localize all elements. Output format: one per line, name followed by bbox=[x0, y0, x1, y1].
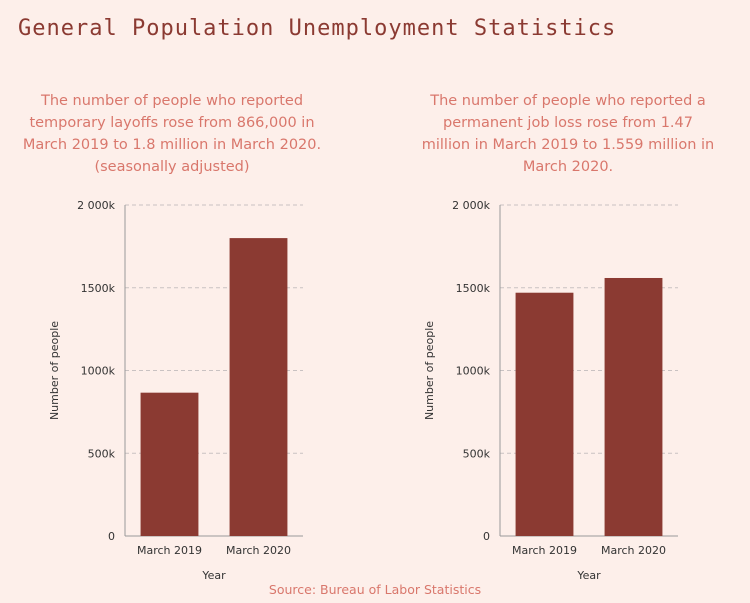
y-tick-label: 0 bbox=[483, 530, 490, 543]
x-tick-label: March 2020 bbox=[601, 544, 666, 557]
y-tick-label: 1500k bbox=[456, 282, 491, 295]
bar-march-2020 bbox=[604, 277, 663, 536]
x-tick-label: March 2019 bbox=[137, 544, 202, 557]
bar-march-2019 bbox=[140, 392, 199, 536]
page-title: General Population Unemployment Statisti… bbox=[18, 16, 617, 41]
y-tick-label: 500k bbox=[463, 447, 491, 460]
y-tick-label: 1000k bbox=[81, 365, 116, 378]
x-tick-label: March 2020 bbox=[226, 544, 291, 557]
y-tick-label: 2 000k bbox=[77, 199, 115, 212]
bar-march-2019 bbox=[515, 292, 574, 536]
x-tick-label: March 2019 bbox=[512, 544, 577, 557]
x-axis-title: Year bbox=[576, 569, 601, 582]
x-axis-title: Year bbox=[201, 569, 226, 582]
bar-march-2020 bbox=[229, 238, 288, 536]
chart-caption-temporary-layoffs: The number of people who reported tempor… bbox=[22, 93, 322, 175]
y-tick-label: 1500k bbox=[81, 282, 116, 295]
y-tick-label: 1000k bbox=[456, 365, 491, 378]
y-tick-label: 0 bbox=[108, 530, 115, 543]
permanent-job-loss-bar-chart: 0 500k 1000k 1500k 2 000k March 2019 March 202… bbox=[423, 199, 678, 582]
y-tick-label: 2 000k bbox=[452, 199, 490, 212]
y-tick-label: 500k bbox=[88, 447, 116, 460]
y-axis-title: Number of people bbox=[48, 321, 61, 420]
chart-caption-permanent-job-loss: The number of people who reported a perm… bbox=[421, 93, 715, 175]
y-axis-title: Number of people bbox=[423, 321, 436, 420]
source-note: Source: Bureau of Labor Statistics bbox=[268, 582, 482, 597]
temporary-layoffs-bar-chart: 0 500k 1000k 1500k 2 000k March 2019 March 202… bbox=[48, 199, 303, 582]
